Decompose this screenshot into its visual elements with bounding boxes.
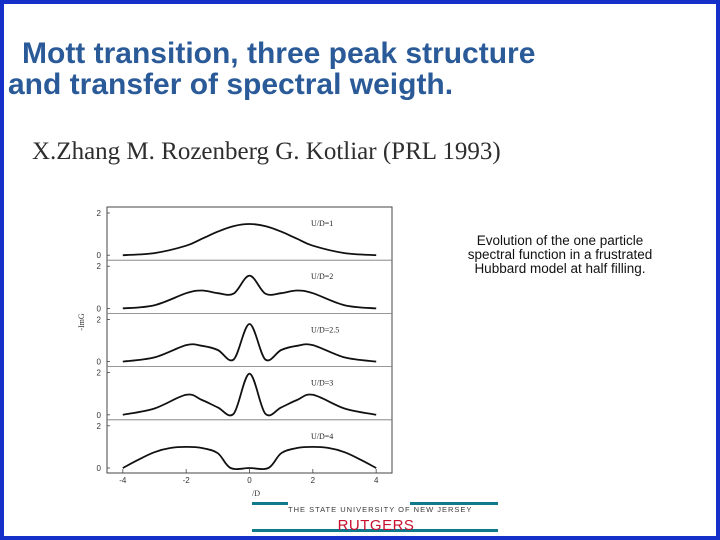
y-tick-label: 2: [97, 209, 102, 218]
panel-label: U/D=2.5: [311, 325, 339, 334]
spectral-curve: [122, 223, 377, 257]
y-axis-label: -ImG: [77, 313, 86, 331]
logo-rule-bottom: [252, 529, 498, 532]
panel-label: U/D=4: [311, 432, 333, 441]
y-tick-label: 0: [97, 358, 102, 367]
x-axis-label: /D: [252, 489, 260, 498]
logo-rule-top-left: [252, 502, 288, 505]
spectral-curve: [122, 274, 377, 310]
figure-caption: Evolution of the one particle spectral f…: [467, 233, 653, 276]
title-line-2: and transfer of spectral weigth.: [8, 68, 454, 101]
title-line-1: Mott transition, three peak structure: [22, 37, 536, 70]
slide-title: Mott transition, three peak structure an…: [6, 38, 706, 100]
y-tick-label: 2: [97, 262, 102, 271]
university-tagline: THE STATE UNIVERSITY OF NEW JERSEY: [288, 505, 473, 514]
y-tick-label: 2: [97, 369, 102, 378]
panel-label: U/D=1: [311, 219, 333, 228]
y-tick-label: 0: [97, 411, 102, 420]
logo-rule-top-right: [410, 502, 498, 505]
spectral-curve: [122, 372, 377, 417]
y-tick-label: 0: [97, 304, 102, 313]
x-tick-label: -4: [119, 476, 127, 485]
y-tick-label: 2: [97, 422, 102, 431]
y-tick-label: 0: [97, 251, 102, 260]
rutgers-logo: RUTGERS: [337, 517, 415, 534]
x-tick-label: 4: [374, 476, 379, 485]
x-tick-label: 0: [247, 476, 252, 485]
spectral-function-chart: 2 0 U/D=1 2 0 U/D=2 2 0 U/D=2.5 2 0 U/D=3 2 0 U/D=4 -4 -…: [77, 206, 393, 498]
y-tick-label: 2: [97, 315, 102, 324]
reference-text: X.Zhang M. Rozenberg G. Kotliar (PRL 199…: [32, 138, 501, 165]
spectral-curve: [122, 323, 377, 363]
panel-label: U/D=3: [311, 379, 333, 388]
spectral-curve: [122, 446, 377, 470]
plot-frame: [106, 206, 393, 474]
x-tick-label: -2: [183, 476, 191, 485]
y-tick-label: 0: [97, 464, 102, 473]
x-tick-label: 2: [311, 476, 316, 485]
panel-label: U/D=2: [311, 272, 333, 281]
